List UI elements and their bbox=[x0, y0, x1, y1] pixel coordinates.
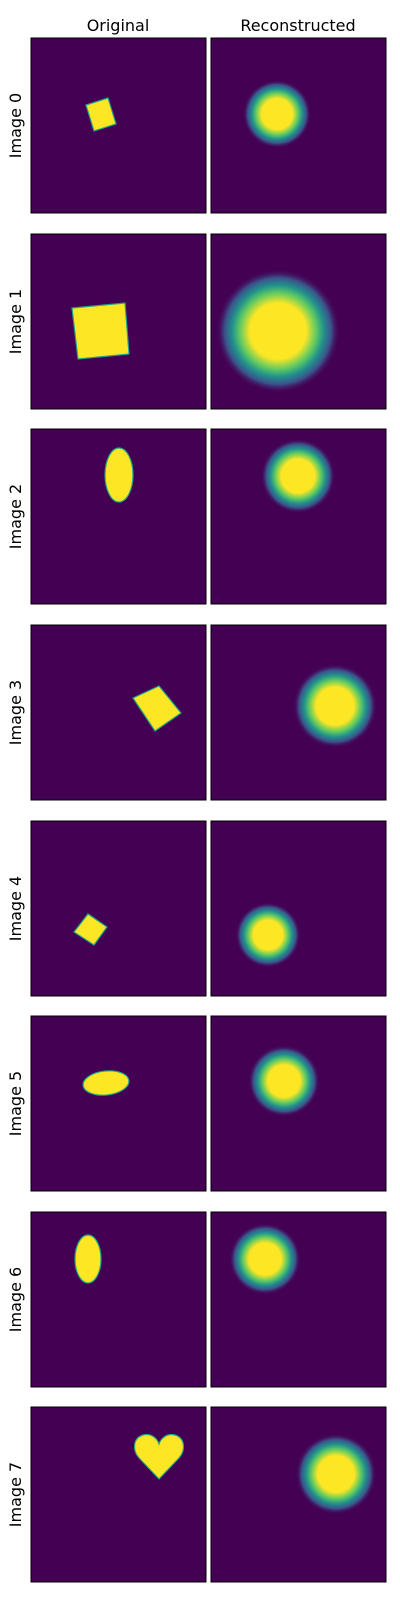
image-row: Image 7 bbox=[6, 1406, 387, 1583]
original-panel-frame bbox=[30, 820, 207, 997]
reconstructed-panel-frame bbox=[210, 233, 387, 410]
reconstructed-panel bbox=[210, 1211, 387, 1388]
reconstructed-panel-background bbox=[211, 821, 386, 996]
reconstructed-panel-frame bbox=[210, 1015, 387, 1192]
reconstructed-blob bbox=[295, 1433, 377, 1515]
reconstructed-blob bbox=[248, 1045, 320, 1117]
reconstructed-blob bbox=[260, 438, 336, 514]
row-label: Image 1 bbox=[6, 289, 25, 354]
original-panel-background bbox=[31, 1407, 206, 1582]
reconstructed-panel bbox=[210, 1406, 387, 1583]
original-panel bbox=[30, 233, 207, 410]
row-label: Image 7 bbox=[6, 1462, 25, 1527]
original-panel-frame bbox=[30, 37, 207, 214]
row-label: Image 5 bbox=[6, 1071, 25, 1136]
original-panel bbox=[30, 428, 207, 605]
row-label: Image 0 bbox=[6, 93, 25, 158]
reconstructed-panel bbox=[210, 1015, 387, 1192]
original-panel-frame bbox=[30, 1406, 207, 1583]
reconstructed-blob bbox=[216, 269, 340, 393]
original-shape-ellipse bbox=[74, 1234, 102, 1284]
row-label: Image 3 bbox=[6, 680, 25, 745]
reconstructed-panel bbox=[210, 428, 387, 605]
reconstructed-blob bbox=[242, 79, 312, 149]
image-row: Image 0 bbox=[6, 37, 387, 214]
row-label: Image 2 bbox=[6, 484, 25, 549]
image-row: Image 1 bbox=[6, 233, 387, 410]
image-row: Image 6 bbox=[6, 1211, 387, 1388]
reconstructed-blob bbox=[235, 902, 301, 968]
reconstructed-panel bbox=[210, 624, 387, 801]
image-row: Image 5 bbox=[6, 1015, 387, 1192]
original-panel-frame bbox=[30, 1211, 207, 1388]
original-panel-frame bbox=[30, 233, 207, 410]
row-label: Image 4 bbox=[6, 876, 25, 941]
reconstructed-panel bbox=[210, 820, 387, 997]
image-row: Image 4 bbox=[6, 820, 387, 997]
reconstructed-panel-frame bbox=[210, 820, 387, 997]
original-panel bbox=[30, 624, 207, 801]
original-shape-ellipse bbox=[104, 447, 134, 503]
original-shape-square bbox=[85, 97, 117, 132]
original-shape-ellipse bbox=[82, 1070, 130, 1096]
column-title-reconstructed: Reconstructed bbox=[240, 16, 355, 35]
original-panel-background bbox=[31, 38, 206, 213]
original-panel-frame bbox=[30, 1015, 207, 1192]
reconstructed-panel bbox=[210, 233, 387, 410]
reconstructed-blob bbox=[293, 664, 377, 748]
image-rows: Image 0 Image 1 Image 2 Image 3 Image 4 Image… bbox=[6, 37, 387, 1583]
original-panel bbox=[30, 1015, 207, 1192]
image-row: Image 2 bbox=[6, 428, 387, 605]
original-panel bbox=[30, 820, 207, 997]
reconstructed-panel-frame bbox=[210, 1211, 387, 1388]
image-row: Image 3 bbox=[6, 624, 387, 801]
original-panel-background bbox=[31, 821, 206, 996]
original-shape-square bbox=[73, 913, 108, 946]
original-panel-frame bbox=[30, 428, 207, 605]
original-shape-square bbox=[132, 685, 182, 732]
reconstructed-panel-frame bbox=[210, 1406, 387, 1583]
reconstructed-panel-frame bbox=[210, 428, 387, 605]
column-title-original: Original bbox=[87, 16, 150, 35]
original-panel bbox=[30, 37, 207, 214]
original-panel-background bbox=[31, 1212, 206, 1387]
original-shape-heart bbox=[133, 1433, 185, 1480]
original-shape-square bbox=[71, 302, 130, 360]
original-panel bbox=[30, 1406, 207, 1583]
original-panel-frame bbox=[30, 624, 207, 801]
reconstructed-panel-frame bbox=[210, 37, 387, 214]
reconstructed-panel bbox=[210, 37, 387, 214]
original-panel bbox=[30, 1211, 207, 1388]
original-panel-background bbox=[31, 1016, 206, 1191]
reconstructed-panel-frame bbox=[210, 624, 387, 801]
row-label: Image 6 bbox=[6, 1267, 25, 1332]
reconstructed-blob bbox=[229, 1223, 301, 1295]
